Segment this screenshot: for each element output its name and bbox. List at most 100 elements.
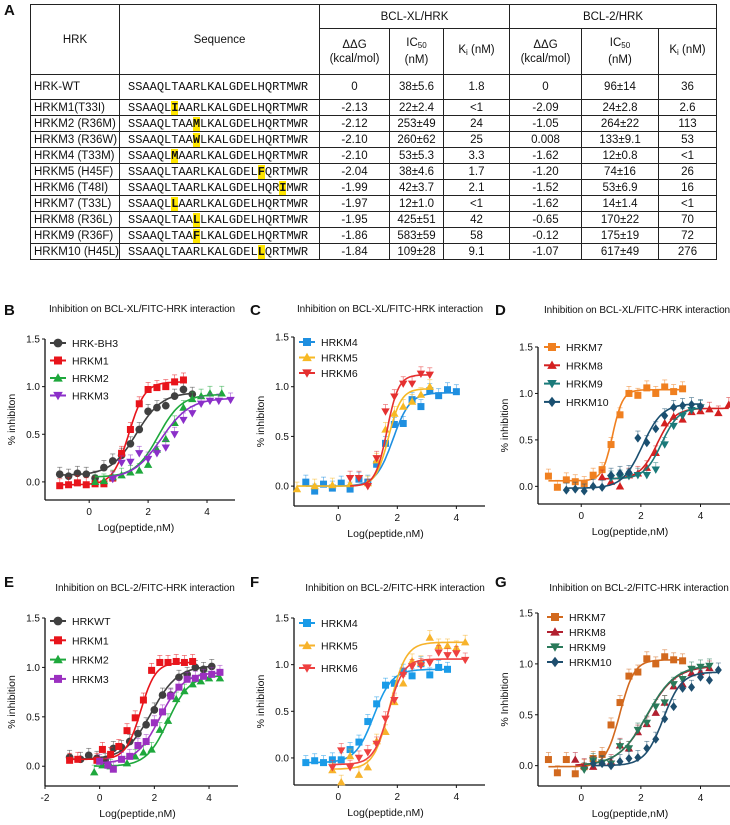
cell-b2-ddg: 0 [509,74,582,100]
y-tick-label: 1.5 [275,614,289,625]
residue: T [171,212,179,227]
table-row: HRKM7 (T33L) SSAAQLLAARLKALGDELHQRTMWR -1.… [30,195,717,212]
cell-xl-ddg: -2.13 [319,99,390,116]
data-point [679,385,687,393]
residue: L [164,196,172,211]
legend-label: HRKM10 [566,397,609,409]
residue: A [149,196,157,211]
data-point [643,384,651,392]
data-point [100,463,108,472]
data-point [390,696,399,705]
residue: D [236,180,244,195]
residue: R [192,80,201,94]
y-tick-label: 0.5 [519,435,533,446]
residue: A [149,212,157,227]
binding-table: HRK Sequence BCL-XL/HRK BCL-2/HRK ΔΔG (kc… [30,4,717,260]
data-point [143,455,153,464]
residue: G [228,228,237,243]
data-point [382,681,390,689]
data-point [191,663,200,672]
residue: R [272,148,280,163]
residue: T [171,228,179,243]
residue: A [142,164,150,179]
data-point [661,714,669,724]
residue: A [185,80,193,94]
residue: K [207,196,215,211]
x-tick-label: 4 [204,507,210,518]
residue: A [142,228,150,243]
panel-label-a: A [4,2,15,19]
series-HRKM7: HRKM7 [544,342,687,491]
y-tick-label: 1.0 [26,663,40,674]
x-tick-label: 2 [145,507,151,518]
legend-label: HRKM3 [72,391,109,403]
data-point [688,400,696,410]
residue: Q [264,132,273,147]
data-point [66,756,74,764]
data-point [159,708,167,716]
data-point [607,721,615,729]
cell-xl-ddg: -2.10 [319,131,390,148]
residue: A [178,180,186,195]
cell-xl-ki: 2.1 [443,179,510,196]
data-point [73,469,82,478]
residue: A [178,228,186,243]
residue: D [236,116,244,131]
residue: A [149,132,157,147]
data-point [616,699,624,707]
legend-label: HRKM2 [72,655,109,667]
legend-marker [53,373,63,382]
data-point [687,665,696,674]
data-point [652,734,660,744]
legend-label: HRKM10 [569,657,612,669]
header-hrk: HRK [30,4,120,75]
chart-C: 0.0 0.5 1.0 1.5 0 2 4 Log(peptide,nM) % inhibito… [255,333,485,540]
legend-label: HRKM9 [569,642,606,654]
residue: R [272,180,280,195]
residue: L [221,228,229,243]
data-point [144,385,152,393]
y-tick-label: 1.0 [519,389,533,400]
residue: K [207,116,215,131]
data-point [425,371,434,379]
data-point [205,389,215,397]
data-point [153,403,161,412]
residue: R [272,164,280,179]
data-point [724,400,730,408]
data-point [73,479,81,487]
data-point [189,657,197,665]
legend-marker [53,616,63,626]
data-point [372,740,381,749]
legend-marker [547,360,557,369]
residue: Q [264,180,273,195]
data-point [320,480,328,488]
residue: W [293,100,301,115]
residue: L [221,132,229,147]
cell-b2-ddg: -1.20 [509,163,582,180]
data-point [217,389,226,397]
residue: L [250,244,258,259]
data-point [135,450,144,458]
panel-label-d: D [495,302,506,319]
panel-label-e: E [4,574,15,591]
residue: T [171,244,179,259]
residue: S [128,212,136,227]
data-point [363,482,373,491]
data-point [196,400,206,408]
residue: Q [264,116,273,131]
cell-xl-ic50: 109±28 [389,243,444,260]
data-point [107,750,115,758]
residue: S [128,132,136,147]
residue: T [171,80,179,94]
data-point [670,656,678,664]
residue: A [185,116,193,131]
legend-marker [54,636,62,645]
residue: L [221,100,229,115]
x-tick-label: 4 [454,792,460,803]
residue: S [135,80,143,94]
data-point [126,426,134,434]
fit-curve [593,671,719,767]
data-point [714,665,722,675]
data-point [126,458,135,467]
residue: R [192,196,201,211]
